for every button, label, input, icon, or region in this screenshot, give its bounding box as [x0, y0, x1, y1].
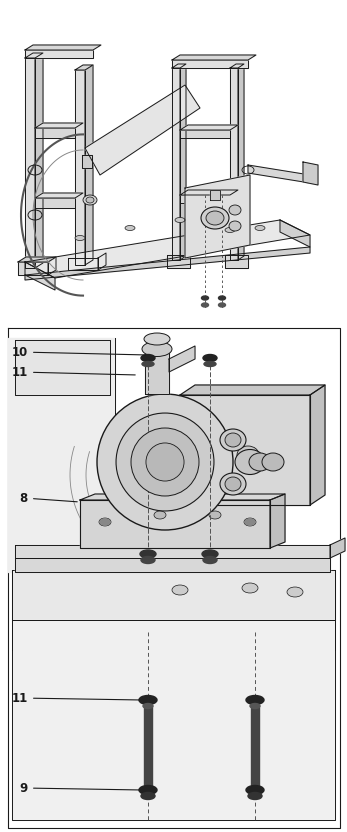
Ellipse shape	[225, 227, 235, 232]
Polygon shape	[18, 257, 56, 262]
Ellipse shape	[220, 429, 246, 451]
Polygon shape	[98, 253, 106, 270]
Polygon shape	[85, 65, 93, 265]
Polygon shape	[35, 128, 75, 138]
Polygon shape	[85, 85, 200, 175]
Polygon shape	[251, 706, 259, 790]
Polygon shape	[18, 262, 48, 275]
Polygon shape	[330, 538, 345, 558]
Ellipse shape	[202, 296, 209, 300]
Polygon shape	[180, 64, 186, 260]
Text: 8: 8	[20, 492, 77, 504]
Polygon shape	[230, 68, 238, 260]
Ellipse shape	[204, 361, 216, 367]
Ellipse shape	[229, 221, 241, 231]
Polygon shape	[25, 262, 55, 290]
Ellipse shape	[203, 354, 217, 361]
Ellipse shape	[201, 207, 229, 229]
Polygon shape	[48, 257, 56, 275]
Ellipse shape	[141, 793, 155, 800]
Polygon shape	[12, 570, 335, 620]
Polygon shape	[35, 53, 43, 268]
Polygon shape	[80, 500, 270, 548]
Ellipse shape	[262, 453, 284, 471]
Polygon shape	[75, 65, 93, 70]
Ellipse shape	[140, 550, 156, 558]
Polygon shape	[180, 125, 238, 130]
Polygon shape	[180, 395, 310, 505]
Ellipse shape	[237, 446, 259, 464]
Polygon shape	[280, 220, 310, 247]
Polygon shape	[25, 53, 43, 58]
Polygon shape	[25, 50, 93, 58]
Ellipse shape	[172, 585, 188, 595]
Polygon shape	[172, 55, 256, 60]
Text: 11: 11	[12, 365, 135, 379]
Circle shape	[97, 394, 233, 530]
Polygon shape	[210, 190, 220, 200]
Ellipse shape	[144, 333, 170, 345]
Ellipse shape	[83, 195, 97, 205]
Ellipse shape	[250, 704, 260, 709]
Polygon shape	[180, 130, 230, 138]
Ellipse shape	[141, 557, 155, 563]
Ellipse shape	[209, 511, 221, 519]
Ellipse shape	[244, 518, 256, 526]
Polygon shape	[180, 195, 230, 203]
Polygon shape	[25, 247, 310, 280]
Ellipse shape	[86, 197, 94, 203]
Text: 11: 11	[12, 691, 139, 705]
Polygon shape	[225, 255, 248, 268]
Polygon shape	[180, 385, 325, 395]
Ellipse shape	[75, 235, 85, 240]
Ellipse shape	[225, 433, 241, 447]
Ellipse shape	[255, 225, 265, 230]
Circle shape	[146, 443, 184, 481]
Ellipse shape	[229, 205, 241, 215]
Ellipse shape	[139, 696, 157, 705]
Polygon shape	[172, 60, 248, 68]
Polygon shape	[15, 558, 330, 572]
Polygon shape	[145, 349, 169, 394]
Polygon shape	[167, 255, 190, 268]
Ellipse shape	[225, 477, 241, 491]
Polygon shape	[8, 328, 340, 828]
Ellipse shape	[202, 303, 209, 307]
Polygon shape	[303, 162, 318, 185]
Polygon shape	[180, 190, 238, 195]
Polygon shape	[8, 338, 115, 572]
Polygon shape	[230, 64, 244, 68]
Polygon shape	[25, 45, 101, 50]
Ellipse shape	[202, 550, 218, 558]
Polygon shape	[25, 220, 310, 278]
Polygon shape	[75, 70, 85, 265]
Polygon shape	[82, 155, 92, 168]
Polygon shape	[172, 64, 186, 68]
Ellipse shape	[220, 473, 246, 495]
Ellipse shape	[246, 785, 264, 795]
Ellipse shape	[248, 793, 262, 800]
Polygon shape	[169, 346, 195, 372]
Ellipse shape	[141, 354, 155, 361]
Polygon shape	[25, 58, 35, 268]
Ellipse shape	[219, 303, 226, 307]
Polygon shape	[270, 494, 285, 548]
Ellipse shape	[242, 583, 258, 593]
Polygon shape	[15, 340, 110, 395]
Polygon shape	[35, 123, 83, 128]
Ellipse shape	[219, 296, 226, 300]
Polygon shape	[144, 706, 152, 790]
Polygon shape	[185, 175, 250, 258]
Ellipse shape	[143, 704, 153, 709]
Ellipse shape	[99, 518, 111, 526]
Polygon shape	[172, 68, 180, 260]
Polygon shape	[15, 545, 330, 558]
Text: 9: 9	[20, 781, 139, 795]
Polygon shape	[238, 64, 244, 260]
Ellipse shape	[139, 785, 157, 795]
Ellipse shape	[245, 519, 255, 525]
Ellipse shape	[206, 211, 224, 225]
Text: 10: 10	[12, 345, 145, 359]
Ellipse shape	[246, 696, 264, 705]
